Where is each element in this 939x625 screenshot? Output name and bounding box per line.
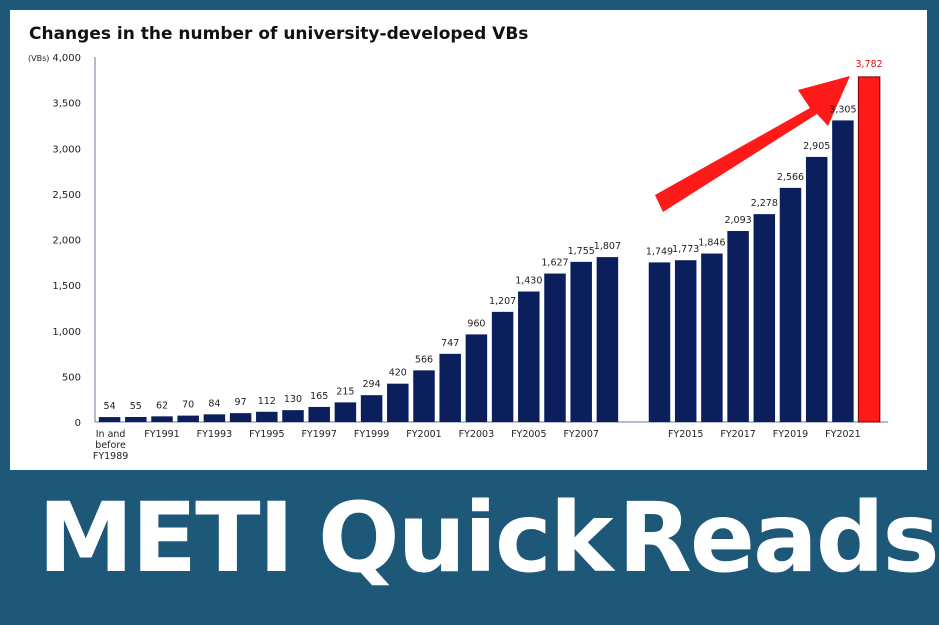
y-tick-label: 1,500 [52, 281, 81, 292]
bar [727, 231, 749, 422]
x-tick-label: FY1991 [144, 429, 179, 440]
chart-card: Changes in the number of university-deve… [10, 10, 927, 470]
bar [491, 311, 514, 422]
bar-value-label: 1,430 [515, 276, 542, 287]
bar [334, 402, 357, 422]
bar-value-label: 1,749 [646, 246, 673, 257]
bar-value-label: 1,207 [489, 296, 516, 307]
bar [648, 262, 671, 422]
bar [256, 411, 278, 422]
x-tick-label: FY2017 [720, 429, 755, 440]
x-tick-label: FY1999 [354, 429, 389, 440]
x-tick-label: FY2003 [459, 429, 494, 440]
bar-value-label: 420 [389, 368, 407, 379]
bar-value-label: 2,278 [751, 198, 778, 209]
bar [596, 257, 619, 422]
x-tick-label: FY2015 [668, 429, 703, 440]
bar [832, 120, 854, 422]
x-tick-label: FY1995 [249, 429, 284, 440]
chart-title: Changes in the number of university-deve… [29, 24, 529, 44]
bar [701, 253, 723, 422]
bar-value-label: 566 [415, 354, 433, 365]
bar-value-label: 1,627 [541, 258, 568, 269]
bar [360, 395, 383, 422]
x-tick-label: FY1997 [301, 429, 336, 440]
y-tick-label: 4,000 [52, 53, 81, 64]
x-tick-label: FY2007 [563, 429, 598, 440]
x-tick-label: FY2005 [511, 429, 546, 440]
bar [308, 406, 330, 422]
bar-value-label: 1,755 [568, 246, 595, 257]
bar-value-label: 3,305 [829, 104, 856, 115]
bar-value-label: 1,773 [672, 244, 699, 255]
bar-value-label: 55 [130, 401, 142, 412]
bar-value-label: 130 [284, 394, 302, 405]
y-tick-label: 2,500 [52, 190, 81, 201]
bar [125, 416, 147, 422]
brand-word-meti: METI [38, 482, 294, 594]
bar [387, 383, 409, 422]
brand-word-reads: Reads [618, 482, 939, 594]
bar-value-label: 960 [467, 318, 485, 329]
x-tick-label: In and [96, 429, 126, 440]
x-tick-label: FY1989 [93, 451, 128, 462]
trend-arrow [655, 76, 850, 212]
bar-highlight [857, 76, 881, 423]
bar [805, 156, 828, 422]
y-tick-label: 1,000 [52, 327, 81, 338]
bar-value-label: 165 [310, 391, 328, 402]
bar [98, 417, 121, 422]
bar-value-label: 2,093 [724, 215, 751, 226]
bar-value-label: 1,807 [594, 241, 621, 252]
bar-value-label: 84 [208, 398, 220, 409]
x-tick-label: FY2001 [406, 429, 441, 440]
brand-banner: METI Quick Reads [0, 478, 939, 625]
bar [753, 214, 776, 422]
bar-value-label: 2,566 [777, 172, 804, 183]
bar-value-label: 97 [235, 397, 247, 408]
bar-value-label: 2,905 [803, 141, 830, 152]
brand-word-quick: Quick [318, 482, 614, 594]
y-tick-label: 500 [62, 372, 81, 383]
y-tick-label: 2,000 [52, 236, 81, 247]
bar [544, 273, 566, 422]
x-tick-label: FY1993 [197, 429, 232, 440]
bar-value-label: 112 [258, 396, 276, 407]
y-tick-label: 3,500 [52, 99, 81, 110]
bar-value-label: 215 [336, 386, 354, 397]
bar-value-label: 3,782 [855, 59, 882, 70]
x-tick-label: FY2019 [773, 429, 808, 440]
bar-value-label: 747 [441, 338, 459, 349]
bar-chart: 0 500 1,000 1,500 2,000 2,500 3,000 3,500 4,000(… [28, 53, 888, 462]
bar-value-label: 70 [182, 400, 194, 411]
bar [151, 416, 173, 422]
bar [177, 415, 199, 422]
bar [570, 261, 592, 422]
bar [439, 353, 461, 422]
y-tick-label: 0 [75, 418, 81, 429]
x-tick-label: FY2021 [825, 429, 860, 440]
bar [282, 410, 304, 422]
y-axis-unit-label: (VBs) [28, 54, 49, 63]
y-tick-label: 3,000 [52, 144, 81, 155]
bar-value-label: 62 [156, 400, 168, 411]
bar-value-label: 1,846 [698, 238, 725, 249]
bar [229, 413, 252, 422]
bar [413, 370, 435, 422]
bar [203, 414, 226, 422]
bar-value-label: 54 [104, 401, 116, 412]
bar-value-label: 294 [363, 379, 381, 390]
x-tick-label: before [95, 440, 126, 451]
bar [779, 187, 802, 422]
bar [465, 334, 488, 422]
bar [518, 291, 540, 422]
bar [674, 260, 697, 422]
